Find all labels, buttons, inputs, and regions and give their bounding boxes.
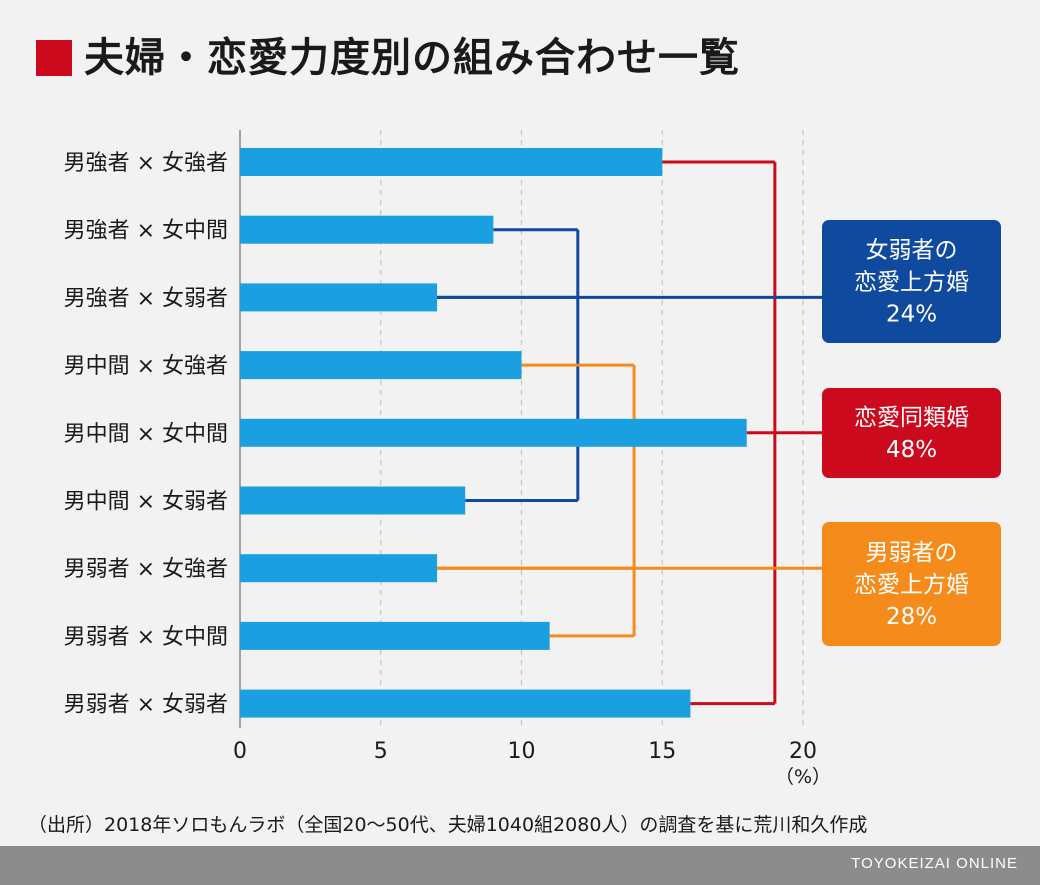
- category-label-2: 男強者 × 女中間: [64, 219, 228, 244]
- bar-3: [240, 283, 438, 312]
- bar-1: [240, 148, 663, 176]
- group-box-red-line-1: 恋愛同類婚: [854, 405, 969, 431]
- tick-label-10: 10: [508, 739, 536, 764]
- category-label-9: 男弱者 × 女弱者: [64, 693, 228, 718]
- bar-8: [240, 621, 550, 650]
- category-label-8: 男弱者 × 女中間: [64, 625, 228, 650]
- tick-label-0: 0: [233, 739, 247, 764]
- source-note: （出所）2018年ソロもんラボ（全国20〜50代、夫婦1040組2080人）の調…: [28, 814, 868, 836]
- category-label-7: 男弱者 × 女強者: [64, 557, 228, 582]
- bar-4: [240, 351, 522, 380]
- bar-2: [240, 215, 494, 244]
- category-label-5: 男中間 × 女中間: [64, 422, 228, 447]
- group-box-blue: [822, 220, 1001, 343]
- group-box-orange-line-3: 28%: [886, 604, 937, 630]
- tick-label-5: 5: [374, 739, 388, 764]
- bar-5: [240, 418, 747, 447]
- group-box-blue-line-1: 女弱者の: [866, 238, 958, 264]
- group-box-orange-line-2: 恋愛上方婚: [854, 572, 969, 598]
- category-label-4: 男中間 × 女強者: [64, 354, 228, 379]
- bar-9: [240, 689, 691, 718]
- tick-label-15: 15: [648, 739, 676, 764]
- footer-brand: TOYOKEIZAI ONLINE: [851, 855, 1018, 872]
- group-box-blue-line-2: 恋愛上方婚: [854, 270, 969, 296]
- bar-6: [240, 486, 466, 515]
- group-box-orange-line-1: 男弱者の: [866, 540, 958, 566]
- group-box-blue-line-3: 24%: [886, 302, 937, 328]
- group-box-red: [822, 388, 1001, 478]
- group-box-orange: [822, 522, 1001, 646]
- category-label-3: 男強者 × 女弱者: [64, 286, 228, 311]
- page-title: 夫婦・恋愛力度別の組み合わせ一覧: [84, 35, 740, 81]
- title-marker: [36, 40, 72, 76]
- footer-bar: TOYOKEIZAI ONLINE: [0, 846, 1040, 885]
- category-label-1: 男強者 × 女強者: [64, 151, 228, 176]
- bar-7: [240, 554, 438, 583]
- unit-label: （%）: [775, 766, 831, 788]
- tick-label-20: 20: [789, 739, 817, 764]
- group-box-red-line-2: 48%: [886, 437, 937, 463]
- category-label-6: 男中間 × 女弱者: [64, 490, 228, 515]
